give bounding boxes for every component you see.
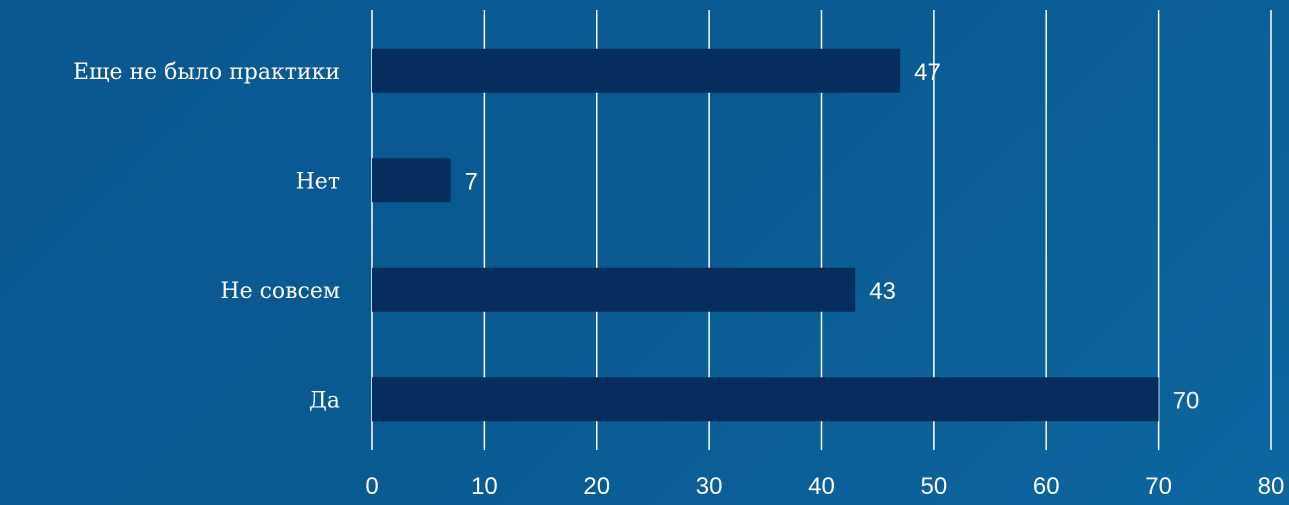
x-tick-label-40: 40 <box>808 473 835 500</box>
bar-2 <box>372 267 856 312</box>
x-tick-label-20: 20 <box>583 473 610 500</box>
bars <box>372 48 1159 422</box>
x-tick-label-60: 60 <box>1033 473 1060 500</box>
category-label-2: Не совсем <box>220 279 340 304</box>
category-label-0: Еще не было практики <box>73 60 340 85</box>
data-label-3: 70 <box>1173 387 1200 414</box>
x-tick-label-10: 10 <box>471 473 498 500</box>
x-tick-label-0: 0 <box>365 473 378 500</box>
bar-0 <box>372 48 901 93</box>
x-tick-label-50: 50 <box>921 473 948 500</box>
x-tick-label-80: 80 <box>1258 473 1285 500</box>
data-label-1: 7 <box>465 168 478 195</box>
labels: 0 10 20 30 40 50 60 70 80 Еще не было практики 47 Н… <box>73 59 1284 500</box>
bar-1 <box>372 158 451 203</box>
category-label-3: Да <box>309 388 340 413</box>
x-tick-label-70: 70 <box>1145 473 1172 500</box>
data-label-0: 47 <box>914 59 941 86</box>
bar-3 <box>372 377 1159 422</box>
x-tick-label-30: 30 <box>696 473 723 500</box>
category-label-1: Нет <box>296 169 340 194</box>
data-label-2: 43 <box>869 278 896 305</box>
